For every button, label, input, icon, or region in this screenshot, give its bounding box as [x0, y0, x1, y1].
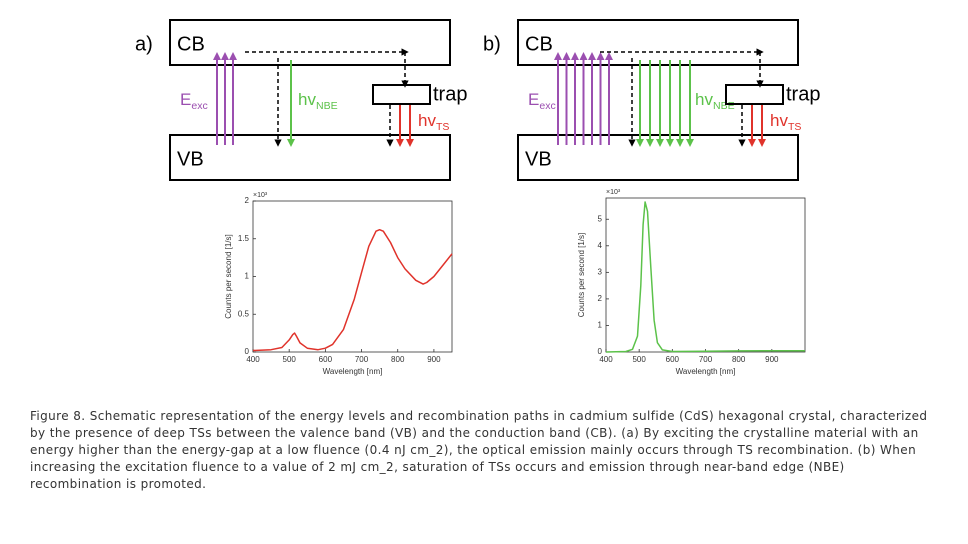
ts-label: hvTS: [418, 111, 449, 132]
ts-label-main: hv: [418, 111, 436, 130]
ts-label-sub: TS: [436, 121, 449, 133]
x-tick-label: 600: [319, 355, 333, 364]
trap-level: [372, 84, 431, 105]
y-axis-label: Counts per second [1/s]: [577, 233, 586, 318]
x-axis-label: Wavelength [nm]: [323, 367, 383, 376]
x-tick-label: 500: [283, 355, 297, 364]
trap-label: trap: [786, 83, 820, 105]
x-tick-label: 800: [391, 355, 405, 364]
y-tick-label: 4: [598, 241, 603, 250]
y-tick-label: 1: [245, 272, 250, 281]
conduction-band: [169, 19, 451, 66]
x-tick-label: 700: [699, 355, 713, 364]
panel-label: b): [483, 33, 501, 55]
trap-level: [725, 84, 784, 105]
excitation-label-main: E: [528, 90, 539, 109]
x-tick-label: 900: [427, 355, 441, 364]
ts-label-sub: TS: [788, 121, 801, 133]
y-multiplier: ×10³: [253, 192, 268, 199]
trap-label: trap: [433, 83, 467, 105]
cb-label: CB: [177, 33, 205, 55]
nbe-label-main: hv: [298, 90, 316, 109]
y-tick-label: 5: [598, 214, 603, 223]
y-tick-label: 1.5: [238, 234, 250, 243]
ts-label: hvTS: [770, 111, 801, 132]
x-tick-label: 500: [632, 355, 646, 364]
y-tick-label: 2: [598, 294, 603, 303]
vb-label: VB: [525, 148, 552, 170]
y-tick-label: 0.5: [238, 309, 250, 318]
panel-label: a): [135, 33, 153, 55]
y-tick-label: 2: [245, 196, 250, 205]
excitation-label-sub: exc: [191, 100, 207, 112]
y-multiplier: ×10³: [606, 189, 621, 196]
excitation-label-main: E: [180, 90, 191, 109]
y-tick-label: 0: [245, 347, 250, 356]
caption: Figure 8. Schematic representation of th…: [30, 409, 928, 491]
x-tick-label: 600: [666, 355, 680, 364]
x-tick-label: 700: [355, 355, 369, 364]
conduction-band: [517, 19, 799, 66]
plot-frame: [605, 197, 806, 353]
nbe-label-sub: NBE: [713, 100, 735, 112]
ts-label-main: hv: [770, 111, 788, 130]
valence-band: [169, 134, 451, 181]
spectrum-line: [605, 201, 805, 353]
y-tick-label: 1: [598, 321, 603, 330]
x-tick-label: 400: [246, 355, 260, 364]
nbe-label-sub: NBE: [316, 100, 338, 112]
excitation-label: Eexc: [528, 90, 556, 111]
x-axis-label: Wavelength [nm]: [676, 367, 736, 376]
nbe-label: hvNBE: [298, 90, 338, 111]
y-tick-label: 0: [598, 347, 603, 356]
excitation-label-sub: exc: [539, 100, 555, 112]
plot-frame: [252, 200, 453, 353]
nbe-label: hvNBE: [695, 90, 735, 111]
nbe-label-main: hv: [695, 90, 713, 109]
spectrum-line: [252, 228, 453, 352]
x-tick-label: 800: [732, 355, 746, 364]
y-tick-label: 3: [598, 267, 603, 276]
cb-label: CB: [525, 33, 553, 55]
x-tick-label: 400: [599, 355, 613, 364]
vb-label: VB: [177, 148, 204, 170]
x-tick-label: 900: [765, 355, 779, 364]
valence-band: [517, 134, 799, 181]
excitation-label: Eexc: [180, 90, 208, 111]
y-axis-label: Counts per second [1/s]: [224, 234, 233, 319]
